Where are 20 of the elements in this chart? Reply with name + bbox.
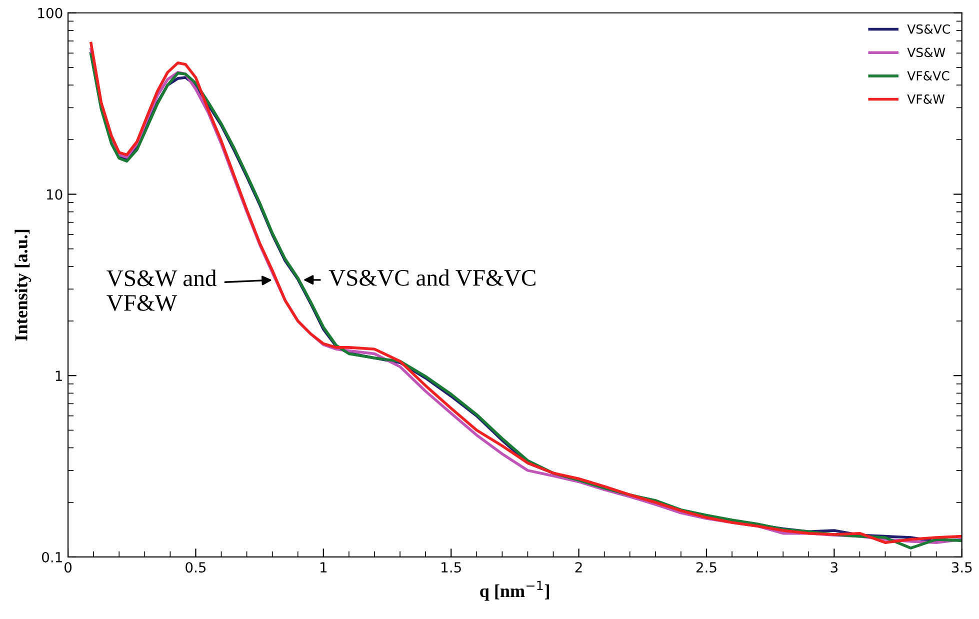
x-tick-label: 2 (575, 562, 582, 572)
x-axis-title: q [nm$^{−1}$] (480, 580, 550, 601)
x-tick-label: 0 (64, 562, 72, 573)
x-tick-label: 1.5 (442, 562, 461, 573)
legend-label: VF&W (907, 94, 945, 104)
annotation: VS&W and VF&W (106, 270, 216, 312)
y-axis-title: Intensity [a.u.] (14, 230, 32, 341)
x-tick-label: 2.5 (696, 562, 716, 573)
legend-label: VS&VC (907, 24, 950, 34)
x-tick-label: 0.5 (186, 562, 206, 573)
legend-label: VF&VC (907, 71, 950, 80)
x-tick-label: 3 (830, 562, 838, 573)
legend-label: VS&W (907, 48, 946, 58)
x-tick-label: 3.5 (952, 562, 972, 573)
x-tick-label: 1 (320, 562, 327, 572)
y-tick-label: 100 (38, 8, 62, 18)
y-tick-label: 10 (47, 189, 62, 200)
y-tick-label: 0.1 (42, 552, 62, 562)
annotation: VS&VC and VF&VC (328, 269, 536, 286)
y-tick-label: 1 (56, 370, 62, 381)
